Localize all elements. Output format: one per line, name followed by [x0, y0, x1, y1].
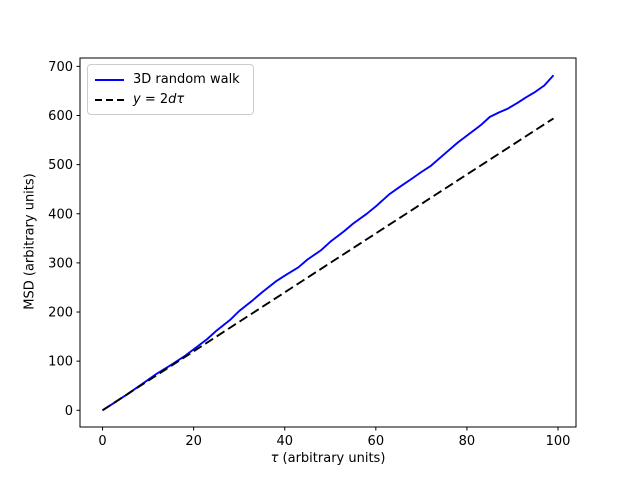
x-tick-label-4: 80 [459, 434, 476, 449]
y-tick-label-2: 200 [48, 306, 73, 321]
x-tick-label-2: 40 [276, 434, 293, 449]
x-tick-label-0: 0 [98, 434, 106, 449]
x-axis-label: τ (arbitrary units) [270, 451, 386, 466]
y-tick-label-5: 500 [48, 158, 73, 173]
y-tick-label-0: 0 [65, 404, 73, 419]
series-line-3d-random-walk [101, 74, 555, 412]
legend-solid-line-icon [95, 78, 124, 81]
y-axis-label: MSD (arbitrary units) [22, 173, 38, 310]
plot-area-border [79, 57, 577, 428]
x-tick-label-1: 20 [185, 434, 202, 449]
legend-entry-3d-random-walk: 3D random walk [95, 73, 245, 86]
legend-dashed-line-icon [95, 98, 124, 101]
x-tick-label-3: 60 [368, 434, 385, 449]
legend-entry-reference: y = 2dτ [95, 93, 245, 106]
y-tick-label-3: 300 [48, 256, 73, 271]
y-tick-label-7: 700 [48, 60, 73, 75]
x-tick-label-5: 100 [546, 434, 571, 449]
y-tick-label-6: 600 [48, 109, 73, 124]
legend-label-3d-random-walk: 3D random walk [133, 72, 240, 87]
series-line-reference [101, 117, 555, 412]
y-tick-label-1: 100 [48, 355, 73, 370]
y-tick-label-4: 400 [48, 207, 73, 222]
legend-box: 3D random walk y = 2dτ [87, 64, 254, 115]
legend-label-reference: y = 2dτ [133, 92, 185, 107]
